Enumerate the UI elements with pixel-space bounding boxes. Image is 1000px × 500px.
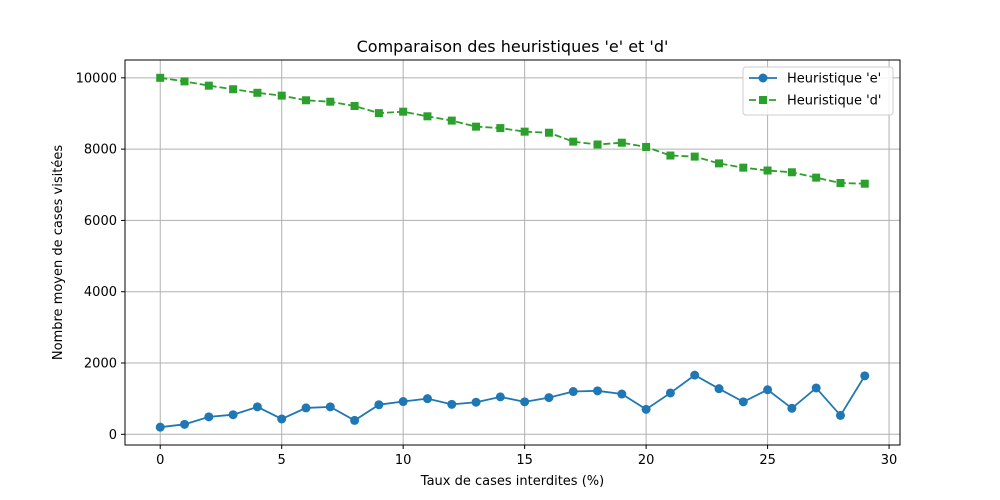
y-tick-label: 6000 (84, 214, 117, 229)
data-point (739, 163, 748, 172)
data-point (617, 138, 626, 147)
data-point (155, 422, 165, 432)
grid-lines (125, 60, 900, 445)
y-tick-label: 8000 (84, 143, 117, 158)
data-point (835, 410, 845, 420)
data-point (156, 73, 165, 82)
data-point (204, 412, 214, 422)
series-layer (155, 73, 870, 432)
data-point (350, 415, 360, 425)
data-point (617, 389, 627, 399)
data-point (811, 383, 821, 393)
y-tick-label: 4000 (84, 285, 117, 300)
data-point (568, 387, 578, 397)
data-point (569, 137, 578, 146)
data-point (666, 151, 675, 160)
data-point (544, 393, 554, 403)
data-point (642, 142, 651, 151)
x-tick-label: 0 (156, 453, 164, 468)
data-point (593, 386, 603, 396)
legend-label: Heuristique 'd' (787, 94, 881, 109)
data-point (229, 85, 238, 94)
legend-item: Heuristique 'd' (749, 94, 881, 109)
data-point (301, 96, 310, 105)
data-point (447, 116, 456, 125)
data-point (423, 112, 432, 121)
data-point (495, 392, 505, 402)
data-point (641, 404, 651, 414)
data-point (277, 414, 287, 424)
data-point (350, 101, 359, 110)
data-point (471, 397, 481, 407)
data-point (715, 159, 724, 168)
data-point (252, 402, 262, 412)
data-point (422, 394, 432, 404)
data-point (738, 397, 748, 407)
data-point (714, 384, 724, 394)
x-tick-label: 15 (516, 453, 533, 468)
data-point (787, 168, 796, 177)
legend: Heuristique 'e' Heuristique 'd' (742, 66, 894, 116)
data-point (277, 91, 286, 100)
x-tick-label: 30 (881, 453, 898, 468)
legend-label: Heuristique 'e' (787, 72, 881, 87)
data-point (763, 385, 773, 395)
data-point (763, 166, 772, 175)
data-point (228, 410, 238, 420)
data-point (204, 81, 213, 90)
data-point (253, 88, 262, 97)
x-tick-label: 10 (395, 453, 412, 468)
data-point (812, 173, 821, 182)
data-point (787, 403, 797, 413)
data-point (374, 400, 384, 410)
data-point (593, 140, 602, 149)
data-point (665, 388, 675, 398)
data-point (180, 419, 190, 429)
x-axis: 0 5 10 15 20 25 30 (156, 445, 897, 468)
data-point (520, 397, 530, 407)
data-point (325, 402, 335, 412)
legend-marker (758, 73, 768, 83)
x-tick-label: 25 (759, 453, 776, 468)
y-tick-label: 0 (109, 428, 117, 443)
data-point (520, 127, 529, 136)
data-point (472, 122, 481, 131)
x-tick-label: 5 (278, 453, 286, 468)
chart-title: Comparaison des heuristiques 'e' et 'd' (357, 37, 669, 56)
series-2 (156, 73, 869, 188)
y-axis-title: Nombre moyen de cases visitées (51, 145, 66, 360)
data-point (447, 399, 457, 409)
data-point (690, 152, 699, 161)
data-point (301, 403, 311, 413)
data-point (496, 124, 505, 133)
y-axis: 0 2000 4000 6000 8000 10000 (76, 71, 125, 443)
data-point (326, 97, 335, 106)
legend-box (742, 66, 894, 116)
legend-marker (759, 96, 767, 104)
data-point (374, 109, 383, 118)
data-point (180, 77, 189, 86)
x-tick-label: 20 (638, 453, 655, 468)
plot-area-frame (124, 59, 901, 446)
data-point (398, 397, 408, 407)
legend-item: Heuristique 'e' (749, 72, 881, 87)
data-point (836, 178, 845, 187)
series-1 (155, 370, 870, 432)
data-point (544, 128, 553, 137)
y-tick-label: 2000 (84, 357, 117, 372)
series-line (160, 374, 866, 429)
data-point (690, 370, 700, 380)
data-point (399, 107, 408, 116)
x-axis-title: Taux de cases interdites (%) (420, 474, 604, 489)
data-point (860, 179, 869, 188)
data-point (860, 371, 870, 381)
y-tick-label: 10000 (76, 71, 117, 86)
